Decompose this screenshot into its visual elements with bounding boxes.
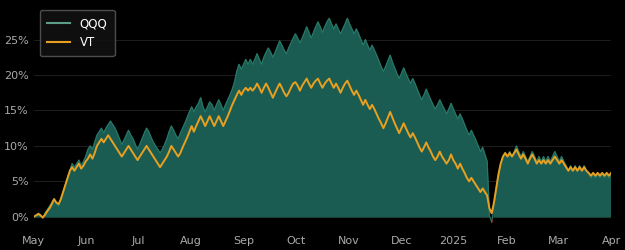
Legend: QQQ, VT: QQQ, VT [39,10,114,56]
